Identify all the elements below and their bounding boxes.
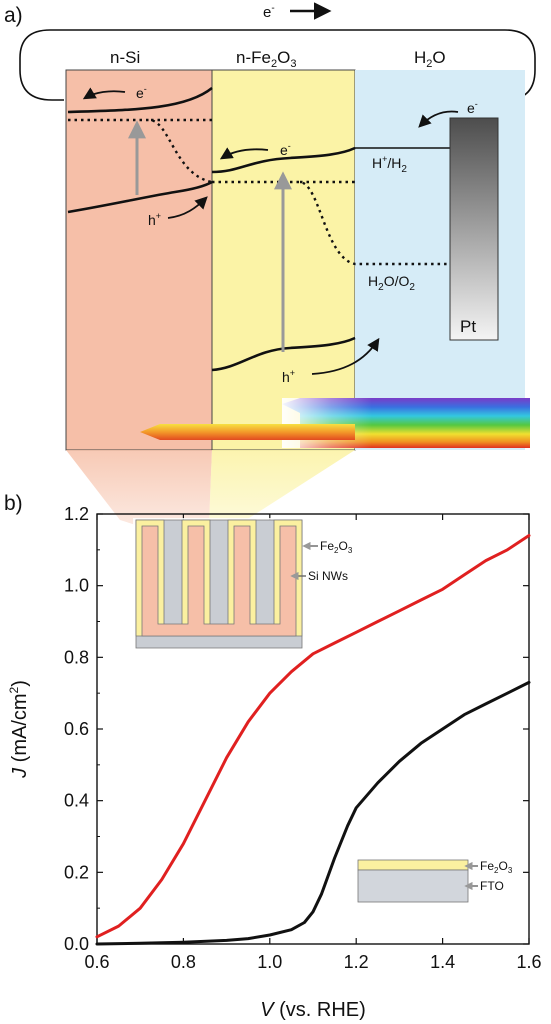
si-hole-arrow — [167, 196, 208, 219]
inset-planar-schematic: Fe2O3 FTO — [357, 859, 513, 903]
y-tick-label: 0.8 — [64, 647, 89, 667]
x-tick-label: 1.2 — [344, 952, 369, 972]
fe-fermi-level — [212, 180, 450, 266]
si-electron-label: e- — [136, 84, 147, 101]
series-line-1 — [95, 534, 531, 939]
inset-nanowire-schematic: Fe2O3 Si NWs — [133, 518, 353, 650]
si-electron-arrow — [82, 87, 126, 100]
chart-series — [95, 534, 531, 946]
fe-valence-band — [211, 336, 356, 372]
inset-si-label: Si NWs — [308, 569, 348, 583]
si-conduction-band — [67, 86, 213, 114]
pt-electron-arrow — [418, 110, 459, 128]
n-fe2o3-label: n-Fe2O3 — [236, 48, 296, 70]
n-si-label: n-Si — [110, 48, 140, 67]
water-label: H2O — [414, 48, 446, 70]
panel-a-label: a) — [4, 4, 23, 27]
inset-planar-fto-label: FTO — [480, 879, 504, 893]
y-tick-label: 0.6 — [64, 719, 89, 739]
inset-planar-fe2o3 — [357, 859, 469, 871]
y-tick-label: 1.0 — [64, 576, 89, 596]
pt-electrode — [449, 117, 499, 341]
h-redox-label: H+/H2 — [372, 154, 407, 175]
y-tick-label: 0.2 — [64, 862, 89, 882]
transmitted-light-arrow — [140, 424, 355, 440]
x-axis-label: V (vs. RHE) — [260, 999, 366, 1021]
y-tick-label: 1.2 — [64, 504, 89, 524]
inset-si-nanowires — [141, 525, 297, 637]
x-tick-label: 0.8 — [171, 952, 196, 972]
o-redox-label: H2O/O2 — [368, 273, 415, 293]
chart-axes: 0.6 0.8 1.0 1.2 1.4 1.6 0.0 0.2 0.4 0.6 0.8 1.0 1.2 — [64, 504, 542, 972]
fe-hole-label: h+ — [282, 368, 295, 385]
fe-electron-arrow — [219, 147, 269, 160]
fe-conduction-band — [211, 146, 356, 174]
x-tick-label: 0.6 — [84, 952, 109, 972]
incident-light-fade — [282, 398, 372, 448]
pt-electron-label: e- — [467, 99, 478, 116]
external-circuit-wire — [19, 29, 536, 101]
si-valence-band — [67, 180, 213, 214]
y-axis-label: J (mA/cm2) — [7, 680, 31, 779]
inset-planar-fto — [357, 869, 469, 903]
panel-b-label: b) — [4, 492, 23, 515]
fe-electron-label: e- — [280, 141, 291, 158]
series-line-2 — [95, 680, 531, 946]
x-tick-label: 1.6 — [516, 952, 541, 972]
fe-hole-arrow — [311, 337, 380, 375]
zoom-wedge-fe — [208, 450, 355, 548]
pt-label: Pt — [460, 317, 476, 336]
circuit-electron-label: e- — [263, 3, 275, 21]
x-tick-label: 1.0 — [257, 952, 282, 972]
si-hole-label: h+ — [148, 211, 161, 228]
inset-fe2o3-label: Fe2O3 — [320, 539, 353, 555]
y-tick-label: 0.0 — [64, 934, 89, 954]
x-tick-label: 1.4 — [430, 952, 455, 972]
n-si-layer — [65, 69, 213, 451]
inset-planar-fe2o3-label: Fe2O3 — [480, 859, 513, 875]
water-region — [355, 70, 525, 450]
y-tick-label: 0.4 — [64, 791, 89, 811]
